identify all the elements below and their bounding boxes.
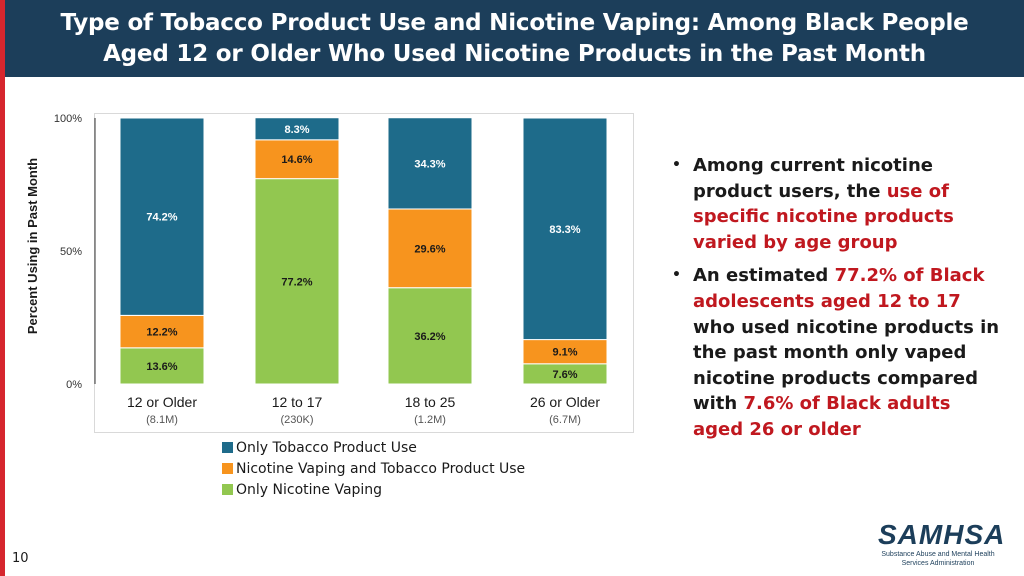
legend-item: Nicotine Vaping and Tobacco Product Use (222, 458, 525, 479)
bar-data-label: 9.1% (552, 347, 577, 359)
key-findings-list: • Among current nicotine product users, t… (672, 153, 1002, 451)
bullet-dot-icon: • (672, 267, 681, 284)
bullet-text-part: who used nicotine products in the past m… (693, 316, 1000, 415)
left-accent-bar (0, 0, 5, 576)
x-tick-label: 12 or Older (127, 394, 197, 410)
x-tick-sublabel: (1.2M) (414, 414, 446, 426)
x-tick-label: 18 to 25 (405, 394, 456, 410)
bar-segment (387, 208, 473, 289)
slide-title-line-2: Aged 12 or Older Who Used Nicotine Produ… (103, 41, 926, 67)
bullet-highlight: 7.6% of Black adults aged 26 or older (693, 393, 951, 440)
legend-label: Only Tobacco Product Use (236, 439, 417, 456)
x-tick-label: 12 to 17 (272, 394, 323, 410)
legend-item: Only Tobacco Product Use (222, 437, 525, 458)
bar-data-label: 83.3% (549, 224, 580, 236)
bar-segment (387, 287, 473, 385)
bar-data-label: 74.2% (146, 212, 177, 224)
bar-segment (119, 314, 205, 349)
bar-segment (119, 347, 205, 385)
bar-segment (254, 178, 340, 385)
logo-subtitle-line-2: Services Administration (901, 560, 975, 567)
bullet-text-part: An estimated (693, 265, 835, 287)
legend-swatch (222, 442, 233, 453)
legend-label: Nicotine Vaping and Tobacco Product Use (236, 460, 526, 477)
logo-wordmark: SAMHSA (878, 519, 1006, 550)
bullet-highlight: use of specific nicotine products varied… (693, 180, 954, 253)
bar-data-label: 7.6% (552, 369, 577, 381)
bullet-item: • An estimated 77.2% of Black adolescents… (672, 263, 1002, 442)
bar-segment (522, 117, 608, 341)
bar-data-label: 13.6% (146, 361, 177, 373)
y-axis-label: Percent Using in Past Month (25, 158, 40, 334)
chart-legend: Only Tobacco Product Use Nicotine Vaping … (222, 437, 525, 500)
legend-label: Only Nicotine Vaping (236, 481, 383, 498)
bar-segment (254, 117, 340, 141)
legend-swatch (222, 484, 233, 495)
slide-title-line-1: Type of Tobacco Product Use and Nicotine… (60, 10, 969, 36)
slide-header: Type of Tobacco Product Use and Nicotine… (5, 0, 1024, 77)
bar-data-label: 14.6% (281, 154, 312, 166)
x-tick-sublabel: (6.7M) (549, 414, 581, 426)
x-tick-label: 26 or Older (530, 394, 600, 410)
bar-data-label: 77.2% (281, 276, 312, 288)
logo-subtitle-line-1: Substance Abuse and Mental Health (881, 551, 995, 558)
bar-segment (522, 339, 608, 365)
bullet-highlight: 77.2% of Black adolescents aged 12 to 17 (693, 265, 985, 312)
bar-data-label: 36.2% (414, 331, 445, 343)
bullet-text: Among current nicotine product users, th… (693, 153, 1002, 255)
bar-data-label: 12.2% (146, 327, 177, 339)
bar-segment (387, 117, 473, 210)
bullet-dot-icon: • (672, 157, 681, 173)
bullet-text: An estimated 77.2% of Black adolescents … (693, 263, 1002, 442)
y-tick-label: 0% (66, 379, 82, 391)
page-number: 10 (12, 551, 29, 566)
bar-data-label: 34.3% (414, 158, 445, 170)
legend-item: Only Nicotine Vaping (222, 479, 525, 500)
bar-data-label: 29.6% (414, 243, 445, 255)
x-tick-sublabel: (230K) (280, 414, 313, 426)
legend-swatch (222, 463, 233, 474)
bullet-text-part: Among current nicotine product users, th… (693, 155, 933, 202)
samhsa-logo: SAMHSA Substance Abuse and Mental Health… (878, 519, 1006, 568)
y-tick-label: 50% (60, 246, 82, 258)
bar-segment (119, 117, 205, 316)
bullet-item: • Among current nicotine product users, t… (672, 153, 1002, 255)
bar-data-label: 8.3% (284, 124, 309, 136)
bar-segment (254, 139, 340, 180)
x-tick-sublabel: (8.1M) (146, 414, 178, 426)
y-tick-label: 100% (54, 113, 82, 125)
